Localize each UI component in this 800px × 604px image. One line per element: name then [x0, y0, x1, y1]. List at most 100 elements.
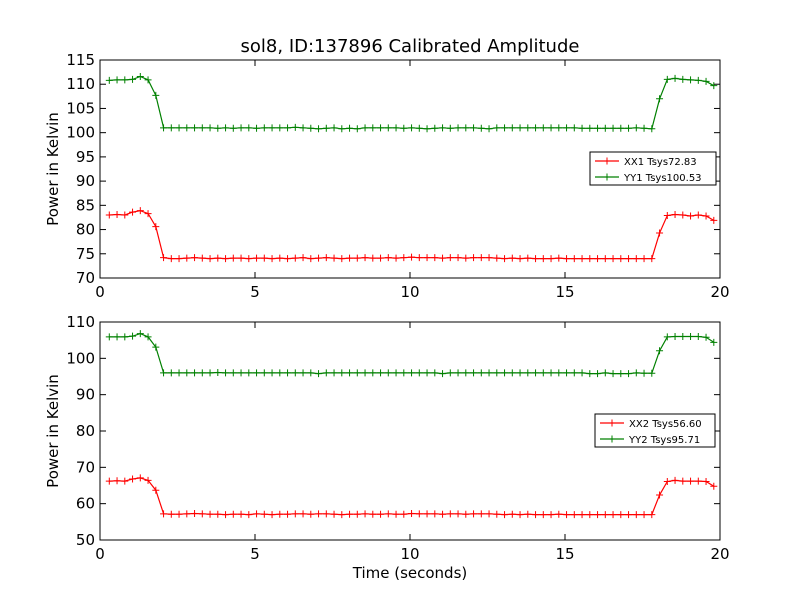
data-point: [183, 124, 191, 132]
data-point: [671, 476, 679, 484]
data-point: [462, 124, 470, 132]
data-point: [632, 255, 640, 263]
legend-box: [589, 151, 717, 186]
data-point: [524, 254, 532, 262]
data-point: [694, 333, 702, 341]
data-point: [167, 369, 175, 377]
data-point: [136, 207, 144, 215]
data-point: [191, 509, 199, 517]
data-point: [330, 369, 338, 377]
data-point: [710, 482, 718, 490]
data-point: [470, 124, 478, 132]
data-point: [284, 369, 292, 377]
data-point: [152, 343, 160, 351]
data-point: [152, 486, 160, 494]
data-point: [423, 125, 431, 133]
data-point: [152, 91, 160, 99]
data-point: [485, 369, 493, 377]
data-point: [431, 254, 439, 262]
data-point: [656, 347, 664, 355]
data-point: [617, 511, 625, 519]
data-point: [485, 510, 493, 518]
data-point: [539, 369, 547, 377]
data-point: [322, 369, 330, 377]
data-point: [307, 369, 315, 377]
data-point: [470, 510, 478, 518]
data-point: [260, 510, 268, 518]
data-point: [601, 124, 609, 132]
data-point: [315, 125, 323, 133]
data-point: [160, 254, 168, 262]
data-point: [547, 124, 555, 132]
x-tick-label: 20: [710, 283, 729, 301]
data-point: [687, 477, 695, 485]
data-point: [501, 369, 509, 377]
data-point: [299, 510, 307, 518]
data-point: [377, 510, 385, 518]
data-point: [392, 254, 400, 262]
data-point: [105, 477, 113, 485]
data-point: [338, 125, 346, 133]
data-point: [369, 369, 377, 377]
data-point: [586, 124, 594, 132]
legend-marker: [608, 435, 616, 443]
data-point: [501, 124, 509, 132]
y-tick-label: 70: [76, 269, 95, 287]
data-point: [322, 124, 330, 132]
data-point: [470, 369, 478, 377]
data-point: [222, 511, 230, 519]
data-point: [431, 510, 439, 518]
data-point: [245, 511, 253, 519]
data-point: [299, 124, 307, 132]
data-point: [167, 510, 175, 518]
data-point: [648, 511, 656, 519]
data-point: [322, 510, 330, 518]
data-point: [253, 254, 261, 262]
legend-label: YY2 Tsys95.71: [628, 435, 700, 446]
data-point: [291, 254, 299, 262]
data-point: [423, 254, 431, 262]
data-point: [415, 124, 423, 132]
data-point: [183, 369, 191, 377]
data-point: [214, 124, 222, 132]
data-point: [710, 338, 718, 346]
data-point: [136, 330, 144, 338]
data-point: [214, 369, 222, 377]
data-point: [663, 75, 671, 83]
data-point: [361, 369, 369, 377]
data-point: [361, 254, 369, 262]
data-point: [299, 369, 307, 377]
data-point: [384, 369, 392, 377]
x-tick-label: 0: [95, 283, 105, 301]
data-point: [563, 511, 571, 519]
data-point: [121, 477, 129, 485]
data-point: [253, 369, 261, 377]
data-point: [353, 510, 361, 518]
y-tick-label: 105: [66, 99, 95, 117]
data-point: [694, 477, 702, 485]
data-point: [198, 254, 206, 262]
data-point: [113, 211, 121, 219]
data-point: [586, 370, 594, 378]
data-point: [415, 510, 423, 518]
data-point: [671, 333, 679, 341]
data-point: [694, 76, 702, 84]
data-point: [586, 255, 594, 263]
data-point: [578, 369, 586, 377]
data-point: [284, 124, 292, 132]
data-point: [229, 510, 237, 518]
data-point: [338, 255, 346, 263]
data-point: [330, 254, 338, 262]
legend-label: XX2 Tsys56.60: [629, 419, 702, 430]
data-point: [191, 369, 199, 377]
data-point: [369, 124, 377, 132]
data-point: [144, 333, 152, 341]
data-point: [346, 369, 354, 377]
data-point: [299, 254, 307, 262]
data-point: [167, 124, 175, 132]
data-point: [516, 255, 524, 263]
data-point: [384, 510, 392, 518]
y-tick-label: 100: [66, 124, 95, 142]
data-point: [439, 370, 447, 378]
